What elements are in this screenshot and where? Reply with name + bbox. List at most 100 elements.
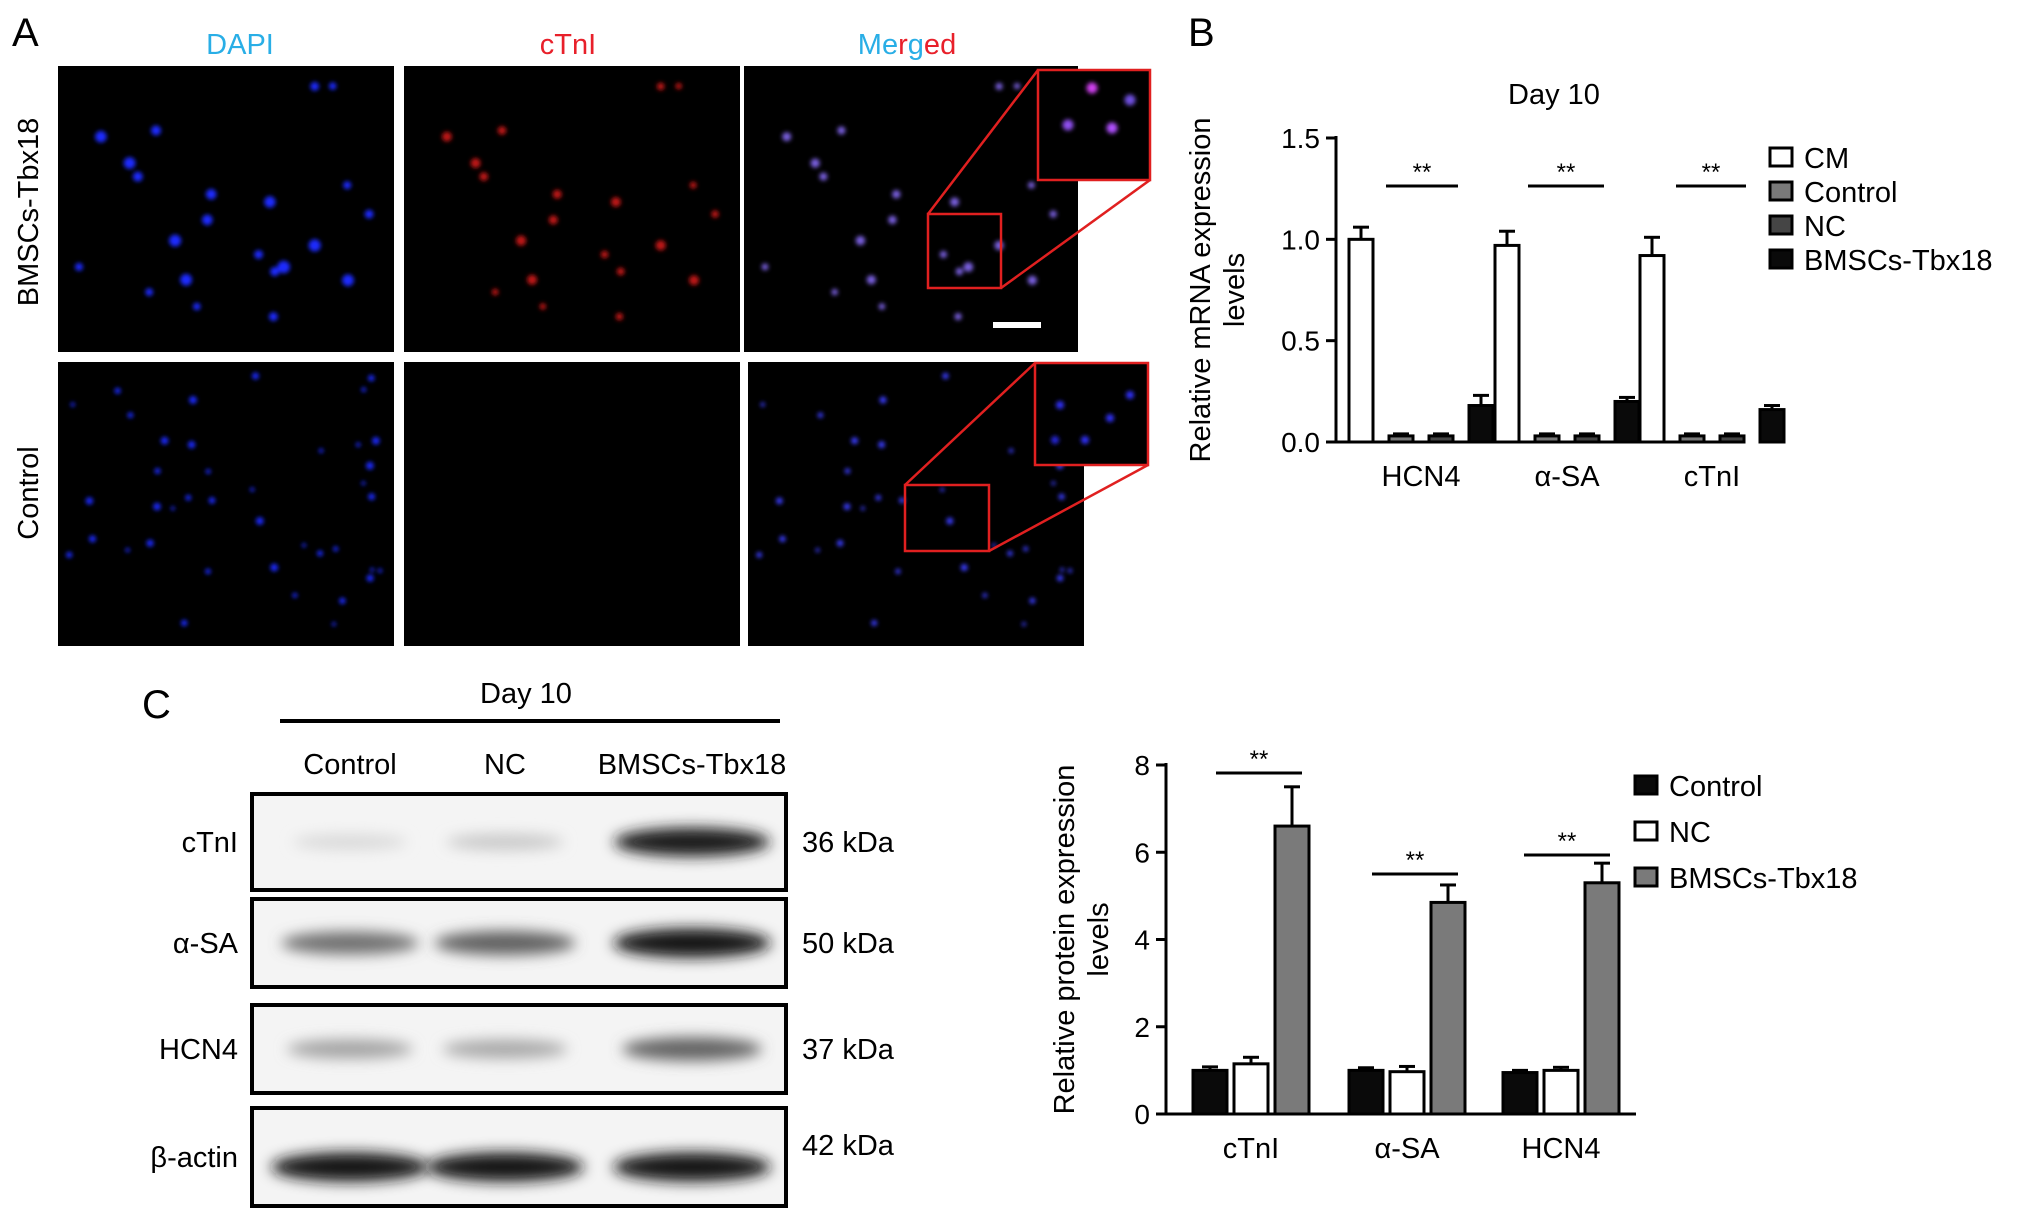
bar	[1533, 434, 1561, 444]
kda-label: 36 kDa	[802, 827, 895, 859]
y-tick-label: 4	[1134, 925, 1150, 956]
nucleus	[954, 313, 962, 321]
significance-stars: **	[1702, 159, 1721, 186]
y-axis-label-line: Relative protein expression	[1049, 765, 1081, 1115]
inset-nucleus	[1106, 414, 1114, 422]
scale-bar	[993, 322, 1041, 328]
micrograph-dapi-control	[58, 362, 394, 646]
nucleus	[836, 539, 844, 547]
nucleus	[1029, 597, 1036, 604]
legend-label: NC	[1804, 211, 1846, 243]
inset-nucleus	[1056, 401, 1064, 409]
row-label-control: Control	[13, 446, 45, 540]
blot-title: Day 10	[480, 678, 572, 710]
protein-label: β-actin	[150, 1142, 238, 1174]
nucleus	[689, 181, 697, 189]
blot-band	[613, 928, 771, 958]
nucleus	[189, 396, 197, 404]
micrograph-ctni-control	[404, 362, 740, 646]
micrograph-merged-control	[748, 362, 1084, 646]
bar	[1429, 900, 1467, 1116]
channel-label-ctni: cTnI	[540, 29, 596, 61]
blot-band	[281, 931, 419, 955]
bar	[1501, 1071, 1539, 1116]
legend-swatch	[1633, 774, 1659, 796]
nucleus	[1008, 448, 1014, 454]
cell-nuclei	[66, 82, 1073, 627]
blot-band	[434, 931, 576, 955]
nucleus	[169, 234, 182, 247]
panel-c-protein-chart: 0 2 4 6 8 Relative protein expressionlevels cT…	[1049, 746, 1858, 1165]
y-tick-label: 0	[1134, 1099, 1150, 1130]
merged-letter: d	[940, 29, 956, 61]
nucleus	[1051, 481, 1056, 486]
protein-label: cTnI	[182, 827, 238, 859]
nucleus	[132, 171, 143, 182]
micrograph-dapi-bmscs-tbx18	[58, 66, 394, 352]
bar	[1388, 1070, 1426, 1116]
nucleus	[252, 372, 259, 380]
nucleus	[779, 535, 786, 543]
nucleus	[301, 543, 307, 548]
significance-stars: **	[1413, 159, 1432, 186]
nucleus	[1013, 83, 1021, 90]
nucleus	[153, 502, 161, 511]
nucleus	[942, 372, 949, 380]
nucleus	[1027, 275, 1037, 285]
nucleus	[963, 262, 974, 272]
nucleus	[1028, 181, 1035, 189]
nucleus	[202, 214, 213, 226]
merged-letter: M	[858, 29, 882, 61]
blot-band	[287, 1039, 413, 1059]
panel-label-b: B	[1188, 11, 1215, 55]
nucleus	[982, 593, 988, 598]
y-tick-label: 0.5	[1281, 326, 1320, 357]
nucleus	[955, 267, 964, 276]
merged-letter: r	[898, 29, 908, 61]
blot-band	[271, 1152, 429, 1182]
nucleus	[946, 517, 954, 525]
nucleus	[888, 215, 897, 225]
nucleus	[114, 387, 121, 394]
nucleus	[756, 552, 763, 558]
x-tick-label: cTnI	[1223, 1133, 1279, 1165]
inset-nuclei	[1051, 82, 1136, 444]
protein-label: HCN4	[159, 1034, 238, 1066]
nucleus	[342, 274, 354, 287]
legend-swatch	[1633, 820, 1659, 842]
panel-b-mrna-chart: 0.0 0.5 1.0 1.5 Relative mRNA expressionleve…	[1185, 79, 1993, 493]
inset-nucleus	[1124, 94, 1136, 106]
nucleus	[815, 548, 820, 553]
nucleus	[361, 481, 366, 486]
bar	[1758, 408, 1786, 444]
nucleus	[85, 497, 94, 505]
significance-stars: **	[1558, 828, 1577, 855]
micrograph-ctni-bmscs-tbx18	[404, 66, 740, 352]
nucleus	[851, 437, 859, 445]
nucleus	[368, 374, 375, 382]
blot-band	[426, 1152, 584, 1182]
nucleus	[370, 567, 375, 572]
nucleus	[364, 209, 374, 219]
x-tick-label: HCN4	[1522, 1133, 1601, 1165]
y-tick-label: 6	[1134, 837, 1150, 868]
nucleus	[205, 189, 217, 200]
nucleus	[205, 469, 211, 474]
nucleus	[527, 274, 538, 285]
blot-title-underline	[280, 719, 780, 723]
inset-nucleus	[1106, 122, 1118, 134]
nucleus	[1058, 493, 1065, 500]
nucleus	[208, 497, 216, 504]
nucleus	[875, 494, 882, 501]
y-tick-label: 1.0	[1281, 224, 1320, 255]
kda-label: 50 kDa	[802, 928, 895, 960]
nucleus	[711, 210, 719, 218]
legend-swatch	[1768, 214, 1794, 236]
lane-label-control: Control	[303, 749, 397, 781]
bar	[1273, 824, 1311, 1116]
nucleus	[368, 493, 375, 501]
panel-c-western-blot: Day 10 Control NC BMSCs-Tbx18 cTnI 36 kDa…	[150, 678, 895, 1208]
nucleus	[892, 190, 901, 199]
nucleus	[125, 547, 130, 553]
nucleus	[994, 240, 1004, 251]
